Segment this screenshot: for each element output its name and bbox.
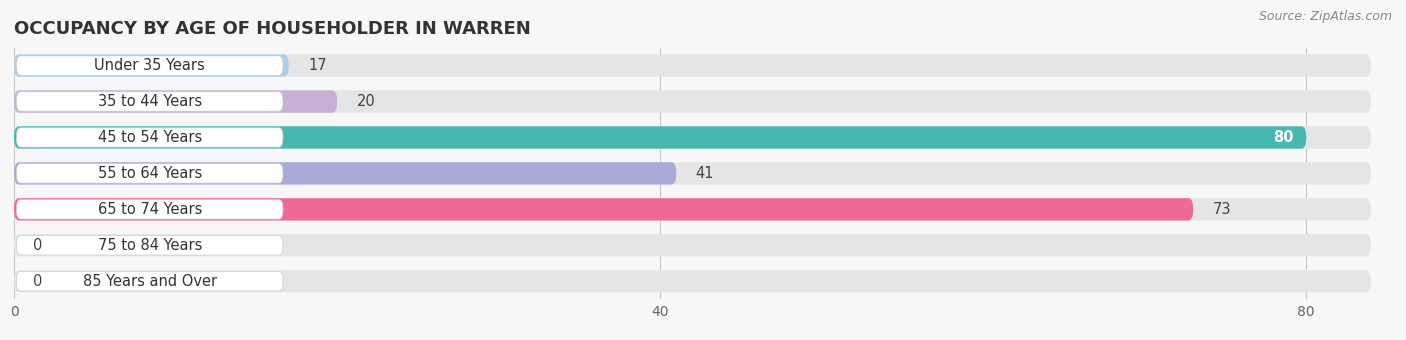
FancyBboxPatch shape <box>17 164 283 183</box>
FancyBboxPatch shape <box>17 272 283 291</box>
Text: 17: 17 <box>308 58 326 73</box>
Text: 41: 41 <box>696 166 714 181</box>
FancyBboxPatch shape <box>17 236 283 255</box>
Text: 65 to 74 Years: 65 to 74 Years <box>97 202 202 217</box>
Text: Source: ZipAtlas.com: Source: ZipAtlas.com <box>1258 10 1392 23</box>
FancyBboxPatch shape <box>17 56 283 75</box>
FancyBboxPatch shape <box>17 92 283 111</box>
Text: 45 to 54 Years: 45 to 54 Years <box>97 130 202 145</box>
FancyBboxPatch shape <box>14 90 337 113</box>
FancyBboxPatch shape <box>14 126 1371 149</box>
Text: OCCUPANCY BY AGE OF HOUSEHOLDER IN WARREN: OCCUPANCY BY AGE OF HOUSEHOLDER IN WARRE… <box>14 20 531 38</box>
Text: Under 35 Years: Under 35 Years <box>94 58 205 73</box>
FancyBboxPatch shape <box>14 162 676 185</box>
FancyBboxPatch shape <box>14 90 1371 113</box>
FancyBboxPatch shape <box>17 128 283 147</box>
FancyBboxPatch shape <box>14 54 288 77</box>
FancyBboxPatch shape <box>14 198 1194 220</box>
Text: 35 to 44 Years: 35 to 44 Years <box>97 94 202 109</box>
FancyBboxPatch shape <box>14 234 1371 256</box>
Text: 73: 73 <box>1212 202 1232 217</box>
FancyBboxPatch shape <box>14 198 1371 220</box>
Text: 20: 20 <box>357 94 375 109</box>
FancyBboxPatch shape <box>14 126 1306 149</box>
FancyBboxPatch shape <box>14 54 1371 77</box>
Text: 85 Years and Over: 85 Years and Over <box>83 274 217 289</box>
FancyBboxPatch shape <box>14 270 1371 292</box>
Text: 75 to 84 Years: 75 to 84 Years <box>97 238 202 253</box>
Text: 0: 0 <box>34 238 42 253</box>
FancyBboxPatch shape <box>17 200 283 219</box>
FancyBboxPatch shape <box>14 162 1371 185</box>
Text: 55 to 64 Years: 55 to 64 Years <box>97 166 202 181</box>
Text: 80: 80 <box>1272 130 1294 145</box>
Text: 0: 0 <box>34 274 42 289</box>
